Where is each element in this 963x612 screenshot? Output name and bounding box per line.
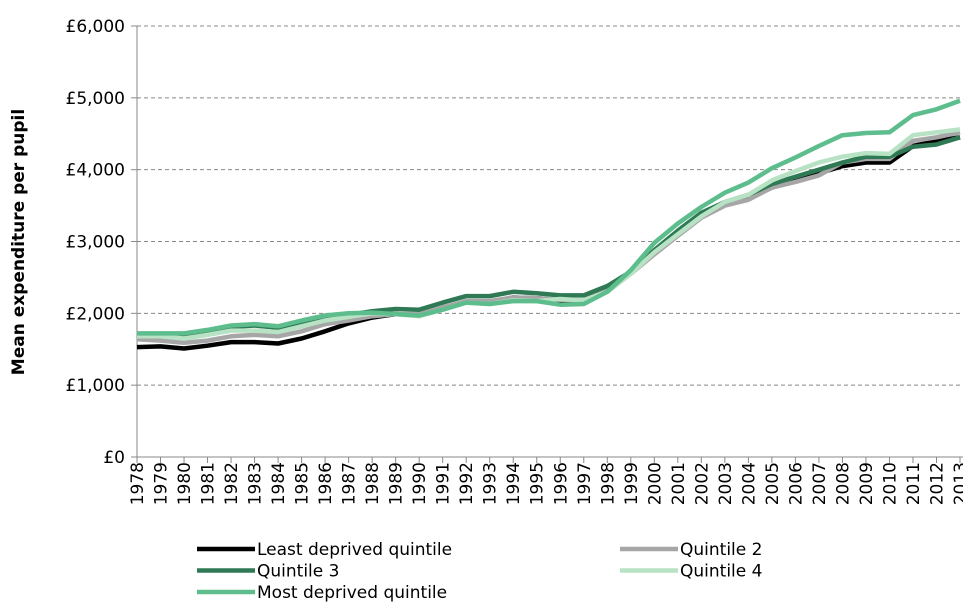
x-tick-label: 1978: [128, 462, 148, 505]
x-tick-label: 2001: [669, 462, 689, 505]
x-tick-label: 1998: [598, 462, 618, 505]
legend-label: Quintile 4: [680, 562, 762, 582]
x-tick-label: 2003: [716, 462, 736, 505]
x-tick-label: 2007: [810, 462, 830, 505]
series-line: [136, 135, 961, 351]
x-tick-label: 1999: [622, 462, 642, 505]
legend-label: Least deprived quintile: [257, 540, 452, 560]
y-tick-label: £5,000: [66, 89, 125, 109]
x-tick-label: 2009: [857, 462, 877, 505]
y-tick-label: £1,000: [66, 376, 125, 396]
x-tick-label: 1997: [575, 462, 595, 505]
x-tick-label: 2005: [763, 462, 783, 505]
legend-label: Quintile 2: [680, 540, 762, 560]
x-tick-label: 1995: [528, 462, 548, 505]
x-tick-label: 1987: [340, 462, 360, 505]
x-tick-label: 2012: [927, 462, 947, 505]
x-tick-label: 1982: [222, 462, 242, 505]
x-tick-label: 1992: [457, 462, 477, 505]
y-tick-label: £0: [103, 448, 125, 468]
series-line: [137, 127, 961, 341]
x-tick-label: 2004: [739, 462, 759, 505]
x-tick-label: 1991: [434, 462, 454, 505]
x-tick-label: 2002: [692, 462, 712, 505]
y-tick-label: £6,000: [66, 17, 125, 37]
series-line: [137, 98, 961, 336]
x-tick-label: 1993: [481, 462, 501, 505]
x-tick-label: 2011: [904, 462, 924, 505]
x-tick-label: 1980: [175, 462, 195, 505]
x-tick-label: 1981: [199, 462, 219, 505]
legend-label: Most deprived quintile: [257, 583, 447, 603]
y-axis-title: Mean expenditure per pupil: [9, 109, 29, 375]
y-tick-label: £2,000: [66, 304, 125, 324]
x-tick-label: 1984: [269, 462, 289, 505]
x-tick-label: 1983: [246, 462, 266, 505]
x-tick-label: 1988: [363, 462, 383, 505]
x-tick-label: 2010: [880, 462, 900, 505]
x-tick-label: 1979: [152, 462, 172, 505]
y-tick-label: £3,000: [66, 233, 125, 253]
legend-label: Quintile 3: [257, 562, 339, 582]
x-tick-label: 1990: [410, 462, 430, 505]
x-tick-label: 1986: [316, 462, 336, 505]
x-tick-label: 1996: [551, 462, 571, 505]
x-tick-label: 2006: [786, 462, 806, 505]
x-tick-label: 2008: [833, 462, 853, 505]
y-tick-label: £4,000: [66, 161, 125, 181]
x-tick-label: 1989: [387, 462, 407, 505]
x-tick-label: 1985: [293, 462, 313, 505]
x-tick-label: 2013: [951, 462, 963, 505]
x-tick-label: 1994: [504, 462, 524, 505]
x-tick-label: 2000: [645, 462, 665, 505]
